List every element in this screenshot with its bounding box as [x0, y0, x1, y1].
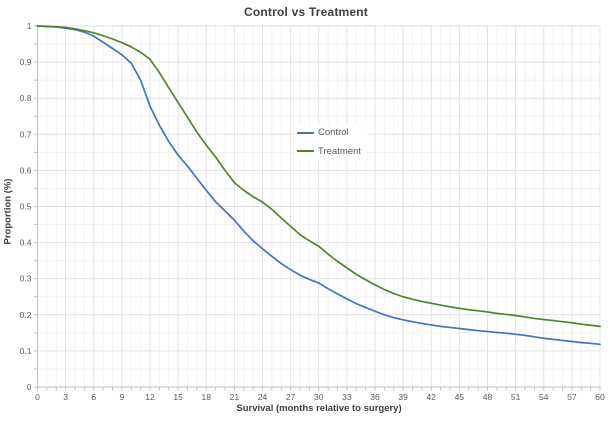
y-tick-label: 0.8 — [20, 93, 32, 103]
legend-item-control[interactable]: Control — [297, 128, 361, 138]
y-axis-title: Proportion (%) — [2, 178, 14, 245]
x-tick-label: 42 — [427, 392, 437, 402]
x-tick-label: 30 — [314, 392, 324, 402]
x-tick-label: 45 — [455, 392, 465, 402]
x-tick-label: 36 — [370, 392, 380, 402]
x-tick-label: 12 — [145, 392, 155, 402]
y-tick-label: 0.4 — [20, 238, 32, 248]
legend-label-treatment: Treatment — [318, 145, 361, 157]
y-tick-label: 0 — [27, 382, 32, 392]
x-tick-label: 48 — [483, 392, 493, 402]
x-tick-label: 15 — [173, 392, 183, 402]
y-tick-label: 0.7 — [20, 129, 32, 139]
x-tick-label: 3 — [63, 392, 68, 402]
chart-title: Control vs Treatment — [243, 5, 369, 19]
chart-legend: Control Treatment — [293, 124, 367, 160]
x-tick-label: 51 — [511, 392, 521, 402]
y-tick-label: 0.3 — [20, 274, 32, 284]
y-tick-label: 1 — [27, 21, 32, 31]
x-tick-label: 6 — [91, 392, 96, 402]
y-tick-label: 0.9 — [20, 57, 32, 67]
x-tick-label: 27 — [286, 392, 296, 402]
control-series-line[interactable] — [36, 25, 601, 346]
x-tick-label: 33 — [342, 392, 352, 402]
x-tick-label: 0 — [35, 392, 40, 402]
x-axis-title: Survival (months relative to surgery) — [236, 403, 402, 414]
y-tick-label: 0.6 — [20, 165, 32, 175]
treatment-series-line[interactable] — [36, 25, 601, 328]
x-tick-label: 39 — [398, 392, 408, 402]
y-tick-label: 0.1 — [20, 346, 32, 356]
y-tick-label: 0.2 — [20, 310, 32, 320]
x-tick-label: 18 — [202, 392, 212, 402]
x-tick-label: 57 — [567, 392, 577, 402]
treatment-line-swatch-icon — [297, 150, 314, 153]
x-tick-label: 60 — [595, 392, 605, 402]
control-line-swatch-icon — [297, 131, 314, 134]
y-tick-label: 0.5 — [20, 202, 32, 212]
x-tick-label: 21 — [230, 392, 240, 402]
x-tick-label: 54 — [539, 392, 549, 402]
legend-label-control: Control — [318, 127, 349, 138]
legend-item-treatment[interactable]: Treatment — [297, 145, 361, 157]
x-tick-label: 24 — [258, 392, 268, 402]
x-tick-label: 9 — [120, 392, 125, 402]
